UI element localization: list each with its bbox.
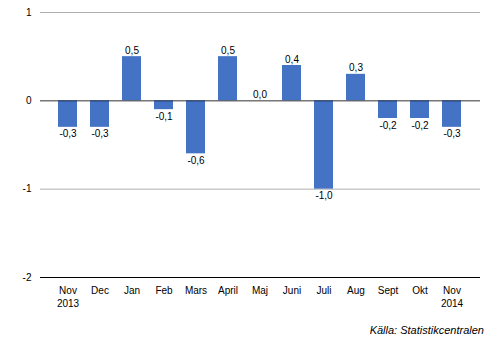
svg-text:2014: 2014	[441, 298, 464, 309]
svg-text:Aug: Aug	[347, 285, 365, 296]
svg-text:0,5: 0,5	[125, 45, 139, 56]
svg-text:-1,0: -1,0	[315, 190, 333, 201]
svg-text:Nov: Nov	[443, 285, 461, 296]
svg-text:Feb: Feb	[155, 285, 173, 296]
svg-text:-2: -2	[23, 272, 32, 283]
svg-text:Okt: Okt	[412, 285, 428, 296]
svg-text:0,3: 0,3	[349, 62, 363, 73]
svg-text:1: 1	[26, 7, 32, 18]
svg-text:-0,2: -0,2	[379, 120, 397, 131]
svg-text:Juli: Juli	[316, 285, 331, 296]
svg-text:0,0: 0,0	[253, 89, 267, 100]
svg-text:Maj: Maj	[252, 285, 268, 296]
svg-text:0: 0	[26, 95, 32, 106]
svg-text:-0,2: -0,2	[411, 120, 429, 131]
svg-text:-1: -1	[23, 183, 32, 194]
svg-text:Jan: Jan	[124, 285, 140, 296]
svg-text:Nov: Nov	[59, 285, 77, 296]
svg-text:2013: 2013	[57, 298, 80, 309]
svg-text:Dec: Dec	[91, 285, 109, 296]
svg-text:0,4: 0,4	[285, 54, 299, 65]
svg-text:Juni: Juni	[283, 285, 301, 296]
svg-text:Mars: Mars	[185, 285, 207, 296]
svg-text:-0,3: -0,3	[91, 128, 109, 139]
svg-text:April: April	[218, 285, 238, 296]
svg-text:-0,3: -0,3	[59, 128, 77, 139]
html-text:Källa: Statistikcentralen: Källa: Statistikcentralen	[369, 324, 484, 336]
svg-text:0,5: 0,5	[221, 45, 235, 56]
svg-text:-0,1: -0,1	[155, 111, 173, 122]
svg-text:-0,6: -0,6	[187, 155, 205, 166]
svg-text:-0,3: -0,3	[443, 128, 461, 139]
svg-text:Sept: Sept	[378, 285, 399, 296]
